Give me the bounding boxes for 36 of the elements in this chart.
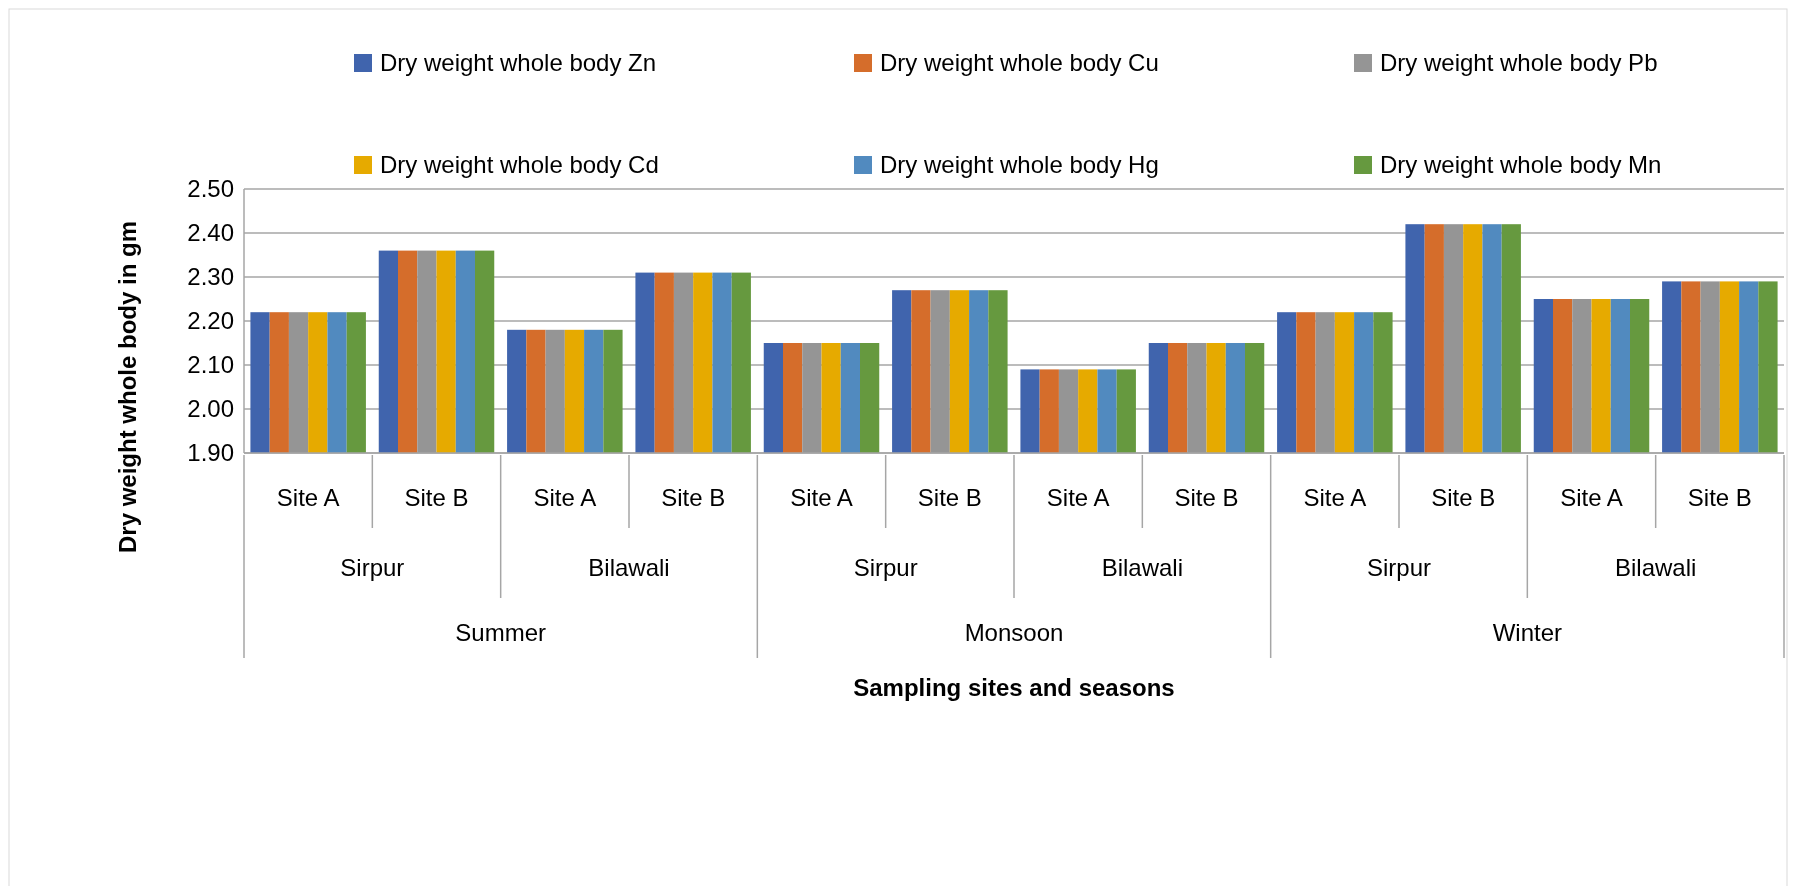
- x-tick-label: Site B: [404, 484, 469, 512]
- text: Sampling sites and seasons: [853, 674, 1175, 702]
- y-tick-label: 2.30: [187, 263, 234, 291]
- x-tick-label: Site B: [1687, 484, 1752, 512]
- legend-label: Dry weight whole body Mn: [1380, 151, 1662, 179]
- legend-label: Dry weight whole body Pb: [1380, 49, 1658, 77]
- x-tick-label: Site A: [790, 484, 853, 512]
- y-tick-label: 1.90: [187, 439, 234, 467]
- x-tick-label: Site A: [1303, 484, 1367, 512]
- x-tick-label: Site B: [1431, 484, 1496, 512]
- text: Sirpur: [340, 554, 405, 582]
- text: Winter: [1492, 619, 1563, 647]
- x-tick-label: Site A: [276, 484, 340, 512]
- legend-label: Dry weight whole body Hg: [880, 151, 1159, 179]
- y-tick-label: 2.00: [187, 395, 234, 423]
- y-tick-label: 2.10: [187, 351, 234, 379]
- text: Bilawali: [588, 554, 670, 582]
- text: Monsoon: [964, 619, 1064, 647]
- text: Summer: [455, 619, 547, 647]
- x-tick-label: Site B: [1174, 484, 1239, 512]
- y-tick-label: 2.50: [187, 175, 234, 203]
- legend-label: Dry weight whole body Cu: [880, 49, 1159, 77]
- x-tick-label: Site B: [661, 484, 726, 512]
- legend-label: Dry weight whole body Cd: [380, 151, 659, 179]
- text: Bilawali: [1614, 554, 1697, 582]
- text: Sirpur: [1366, 554, 1432, 582]
- y-axis-title: Dry weight whole body in gm: [114, 220, 142, 554]
- x-tick-label: Site A: [1046, 484, 1110, 512]
- x-tick-label: Site A: [533, 484, 597, 512]
- text: Bilawali: [1101, 554, 1184, 582]
- x-tick-label: Site A: [1560, 484, 1623, 512]
- text: Sirpur: [853, 554, 918, 582]
- y-tick-label: 2.40: [187, 219, 234, 247]
- legend-label: Dry weight whole body Zn: [380, 49, 657, 77]
- x-tick-label: Site B: [917, 484, 982, 512]
- y-tick-label: 2.20: [187, 307, 234, 335]
